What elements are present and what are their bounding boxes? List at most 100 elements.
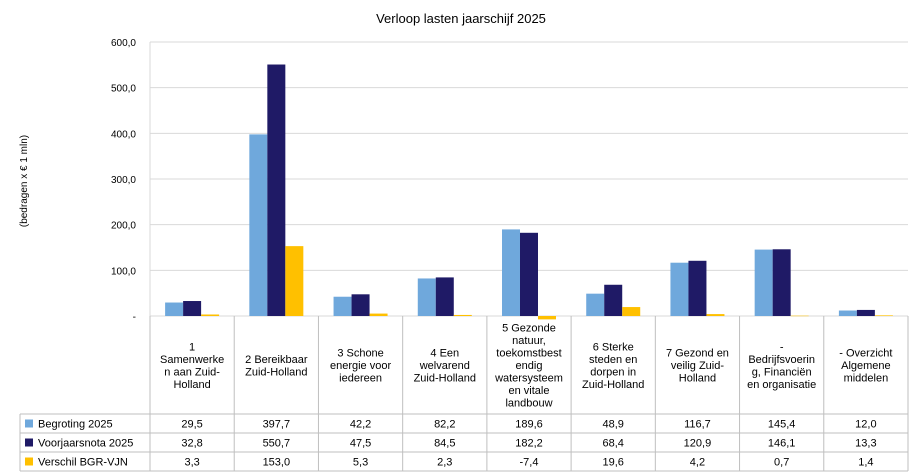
bar	[706, 314, 725, 316]
data-label: 2,3	[437, 457, 452, 469]
bar	[622, 307, 641, 316]
bar	[586, 293, 605, 316]
category-label: 2 Bereikbaar Zuid-Holland	[245, 354, 308, 379]
bar	[453, 314, 472, 316]
category-label-line: Holland	[173, 379, 210, 391]
category-label: 6 Sterke steden en dorpen in Zuid-Holland	[582, 341, 644, 391]
data-label: 145,4	[768, 419, 796, 431]
data-label: 5,3	[353, 457, 368, 469]
bar	[417, 278, 436, 316]
category-label: -Bedrijfsvoerin g, Financiën en organisati…	[747, 341, 816, 391]
category-label-line: en organisatie	[747, 379, 816, 391]
data-label: 84,5	[434, 438, 455, 450]
bar	[688, 260, 707, 316]
category-label-line: watersysteem	[494, 373, 563, 385]
category-label-line: 2 Bereikbaar	[245, 354, 308, 366]
data-label: 19,6	[603, 457, 624, 469]
bar	[267, 64, 286, 316]
data-label: 82,2	[434, 419, 455, 431]
bar	[285, 246, 304, 316]
data-label: 42,2	[350, 419, 371, 431]
bar	[538, 316, 556, 320]
category-label-line: 1	[189, 341, 195, 353]
category-label-line: - Overzicht	[839, 348, 892, 360]
data-label: 0,7	[774, 457, 789, 469]
category-label-line: landbouw	[505, 398, 552, 410]
legend-label: Verschil BGR-VJN	[38, 457, 128, 469]
data-label: 47,5	[350, 438, 371, 450]
category-label: - Overzicht Algemene middelen	[839, 348, 892, 385]
legend-key	[25, 438, 33, 447]
category-label-line: Zuid-Holland	[414, 373, 476, 385]
data-label: 32,8	[181, 438, 202, 450]
category-label-line: iedereen	[339, 373, 382, 385]
chart-title: Verloop lasten jaarschijf 2025	[376, 11, 546, 26]
y-tick-label: 200,0	[111, 221, 136, 232]
data-label: 120,9	[684, 438, 712, 450]
category-label-line: veilig Zuid-	[671, 360, 725, 372]
category-label-line: steden en	[589, 354, 637, 366]
data-label: 116,7	[684, 419, 711, 431]
y-tick-label: 500,0	[111, 84, 136, 95]
bar	[670, 262, 689, 316]
category-label: 5 Gezonde natuur, toekomstbest endig watersy…	[494, 323, 563, 410]
data-label: 29,5	[181, 419, 202, 431]
category-label-line: Zuid-Holland	[245, 366, 307, 378]
bar	[502, 229, 520, 316]
category-label-line: Samenwerke	[160, 354, 224, 366]
category-label-line: n aan Zuid-	[164, 366, 220, 378]
bar	[790, 315, 809, 317]
category-label-line: -	[780, 341, 784, 353]
category-label-line: Holland	[679, 373, 716, 385]
data-label: 68,4	[603, 438, 624, 450]
data-label: 153,0	[263, 457, 291, 469]
data-label: 13,3	[855, 438, 876, 450]
category-label-line: middelen	[844, 373, 889, 385]
bar	[351, 294, 370, 316]
data-label: 146,1	[768, 438, 796, 450]
y-tick-label: 400,0	[111, 129, 136, 140]
legend-label: Voorjaarsnota 2025	[38, 438, 133, 450]
data-label: -7,4	[520, 457, 539, 469]
bar	[201, 314, 220, 316]
category-label-line: welvarend	[419, 360, 470, 372]
y-tick-label: 300,0	[111, 175, 136, 186]
bar	[183, 301, 202, 316]
category-label-line: dorpen in	[590, 366, 636, 378]
data-label: 3,3	[184, 457, 199, 469]
bars	[165, 64, 893, 320]
data-label: 1,4	[858, 457, 873, 469]
y-axis-ticks: - 100,0 200,0 300,0 400,0 500,0 600,0	[111, 38, 136, 323]
bar	[856, 309, 875, 316]
data-label: 189,6	[515, 419, 543, 431]
y-tick-label: 600,0	[111, 38, 136, 49]
category-label-line: g, Financiën	[752, 366, 812, 378]
category-label-line: en vitale	[509, 385, 550, 397]
bar	[165, 302, 184, 316]
bar	[604, 284, 623, 316]
data-label: 182,2	[515, 438, 543, 450]
category-label-line: 4 Een	[430, 348, 459, 360]
category-label-line: Zuid-Holland	[582, 379, 644, 391]
data-label: 550,7	[263, 438, 291, 450]
category-label-line: 3 Schone	[337, 348, 383, 360]
bar	[874, 315, 893, 316]
data-label: 48,9	[603, 419, 624, 431]
category-label: 4 Een welvarend Zuid-Holland	[414, 348, 476, 385]
category-label: 1 Samenwerke n aan Zuid-Holland	[160, 341, 224, 391]
data-label: 4,2	[690, 457, 705, 469]
category-label-line: 5 Gezonde	[502, 323, 556, 335]
y-tick-label: 100,0	[111, 266, 136, 277]
category-label-line: natuur,	[512, 335, 546, 347]
category-label-line: 7 Gezond en	[666, 348, 729, 360]
bar	[249, 134, 268, 316]
data-label: 12,0	[855, 419, 876, 431]
y-axis-label: (bedragen x € 1 mln)	[19, 135, 30, 227]
bar	[754, 249, 773, 316]
bar	[838, 310, 857, 316]
category-label: 3 Schone energie voor iedereen	[330, 348, 391, 385]
category-label-line: toekomstbest	[496, 348, 561, 360]
category-label-line: 6 Sterke	[593, 341, 634, 353]
category-label-line: energie voor	[330, 360, 391, 372]
